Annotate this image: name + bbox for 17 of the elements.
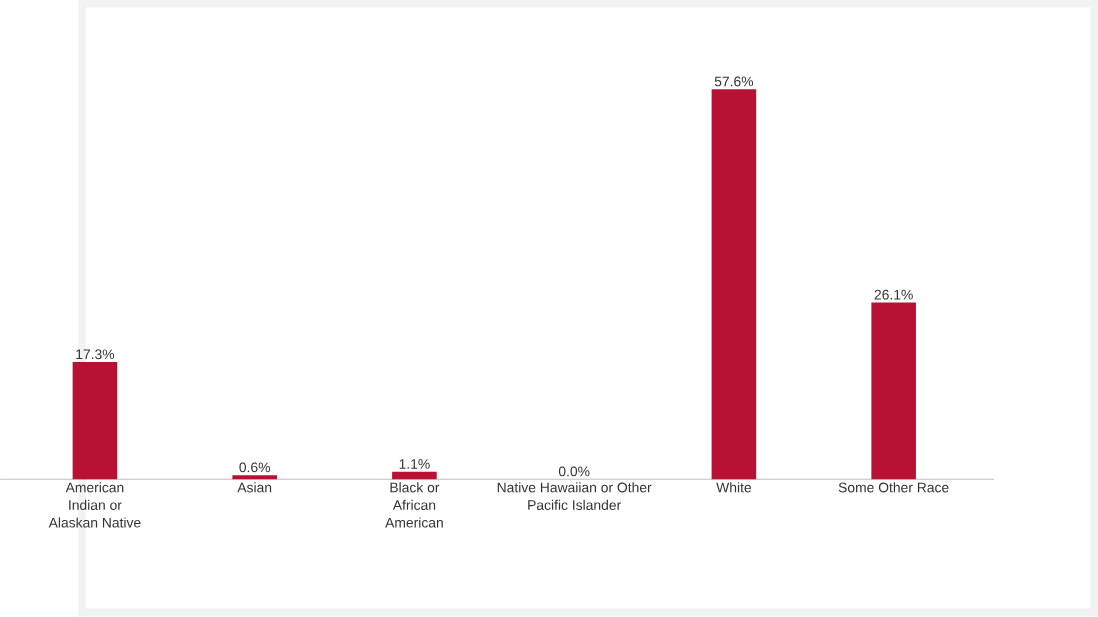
x-tick-label: American Indian or Alaskan Native bbox=[48, 482, 141, 528]
data-label: 17.3% bbox=[76, 349, 115, 360]
x-tick-label: Black or African American bbox=[385, 482, 443, 528]
bar bbox=[392, 471, 437, 480]
x-tick-label: Native Hawaiian or Other Pacific Islander bbox=[497, 482, 652, 511]
bar bbox=[871, 302, 916, 480]
data-label: 57.6% bbox=[714, 76, 754, 87]
data-label: 1.1% bbox=[399, 459, 430, 469]
data-label: 0.6% bbox=[239, 462, 270, 473]
bar bbox=[232, 475, 277, 480]
data-label: 0.0% bbox=[558, 466, 590, 477]
x-tick-label: Asian bbox=[237, 482, 272, 493]
bar bbox=[72, 362, 118, 480]
x-tick-label: White bbox=[716, 482, 752, 493]
data-label: 26.1% bbox=[874, 289, 913, 300]
bar bbox=[711, 89, 757, 480]
x-tick-label: Some Other Race bbox=[838, 482, 949, 493]
